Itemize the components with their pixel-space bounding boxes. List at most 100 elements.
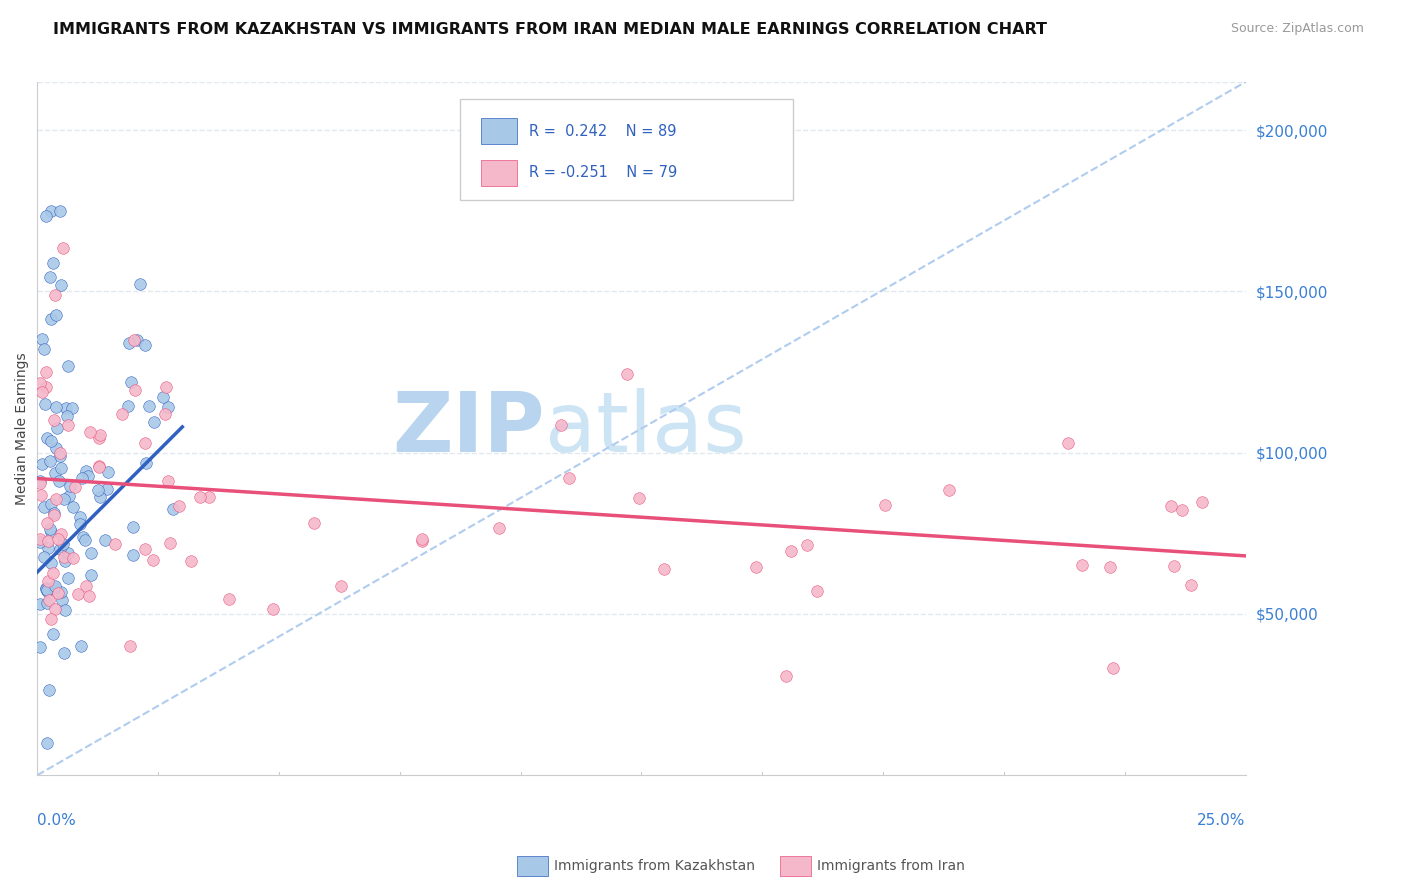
Bar — [481, 160, 517, 186]
Point — [775, 669, 797, 683]
Point — [39, 311, 62, 326]
Text: R =  0.242    N = 89: R = 0.242 N = 89 — [529, 124, 676, 138]
Point — [134, 338, 156, 352]
Point — [938, 483, 960, 498]
Point — [44, 582, 66, 596]
Text: 0.0%: 0.0% — [38, 814, 76, 829]
Point — [302, 516, 325, 531]
Point — [53, 646, 76, 660]
Point — [55, 401, 77, 416]
Point — [155, 380, 177, 394]
Point — [89, 459, 111, 474]
Point — [58, 546, 80, 560]
Point — [66, 587, 89, 601]
Point — [329, 579, 352, 593]
Point — [42, 506, 65, 520]
Point — [69, 516, 91, 531]
Point — [44, 601, 66, 615]
Point — [53, 549, 76, 564]
Point — [62, 500, 84, 514]
Point — [70, 471, 93, 485]
Point — [104, 537, 127, 551]
Point — [89, 431, 111, 445]
Point — [35, 582, 58, 596]
Point — [41, 566, 63, 580]
Point — [45, 441, 67, 455]
Point — [39, 496, 62, 510]
Point — [65, 480, 87, 494]
Point — [72, 530, 94, 544]
Point — [35, 582, 58, 596]
Point — [806, 583, 828, 598]
Point — [62, 551, 84, 566]
Point — [1102, 661, 1125, 675]
Point — [34, 365, 56, 379]
Point — [53, 554, 76, 568]
Point — [411, 533, 433, 548]
Point — [28, 597, 51, 611]
Point — [80, 568, 103, 582]
Point — [93, 533, 115, 547]
Point — [134, 435, 156, 450]
Point — [89, 490, 111, 504]
Point — [198, 490, 221, 504]
Point — [55, 409, 77, 424]
Point — [135, 456, 157, 470]
Point — [35, 380, 58, 394]
Point — [167, 499, 190, 513]
Point — [558, 471, 581, 485]
Point — [30, 488, 52, 502]
Point — [127, 333, 149, 347]
Point — [120, 375, 142, 389]
Point — [32, 500, 55, 514]
Point — [37, 533, 59, 548]
Point — [49, 449, 72, 463]
FancyBboxPatch shape — [460, 99, 793, 200]
Point — [30, 535, 52, 549]
Point — [58, 418, 80, 433]
Point — [1171, 502, 1194, 516]
Point — [45, 421, 67, 435]
Point — [124, 333, 146, 347]
Point — [49, 277, 72, 292]
Point — [49, 445, 72, 459]
Point — [28, 532, 51, 546]
Point — [38, 682, 60, 697]
Text: atlas: atlas — [544, 388, 747, 469]
Point — [110, 407, 132, 421]
Point — [89, 428, 111, 442]
Point — [48, 474, 70, 488]
Point — [44, 579, 66, 593]
Point — [87, 459, 110, 474]
Point — [69, 509, 91, 524]
Point — [39, 525, 62, 540]
Point — [1056, 435, 1078, 450]
Point — [44, 288, 66, 302]
Point — [138, 399, 160, 413]
Point — [28, 474, 51, 488]
Point — [153, 407, 176, 421]
Point — [796, 538, 818, 552]
Point — [124, 384, 146, 398]
Point — [28, 475, 51, 490]
Point — [180, 554, 202, 568]
Point — [1180, 577, 1202, 591]
Text: R = -0.251    N = 79: R = -0.251 N = 79 — [529, 165, 678, 180]
Point — [188, 490, 211, 504]
Point — [159, 536, 181, 550]
Text: ZIP: ZIP — [392, 388, 544, 469]
Point — [1163, 558, 1185, 573]
Point — [77, 589, 100, 603]
Point — [1160, 499, 1182, 513]
Point — [37, 574, 59, 588]
Point — [779, 543, 801, 558]
Point — [39, 612, 62, 626]
Point — [218, 591, 240, 606]
Point — [51, 585, 73, 599]
Point — [39, 434, 62, 448]
Point — [550, 418, 572, 433]
Point — [59, 479, 82, 493]
Point — [32, 343, 55, 357]
Point — [96, 482, 118, 496]
Point — [28, 376, 51, 391]
